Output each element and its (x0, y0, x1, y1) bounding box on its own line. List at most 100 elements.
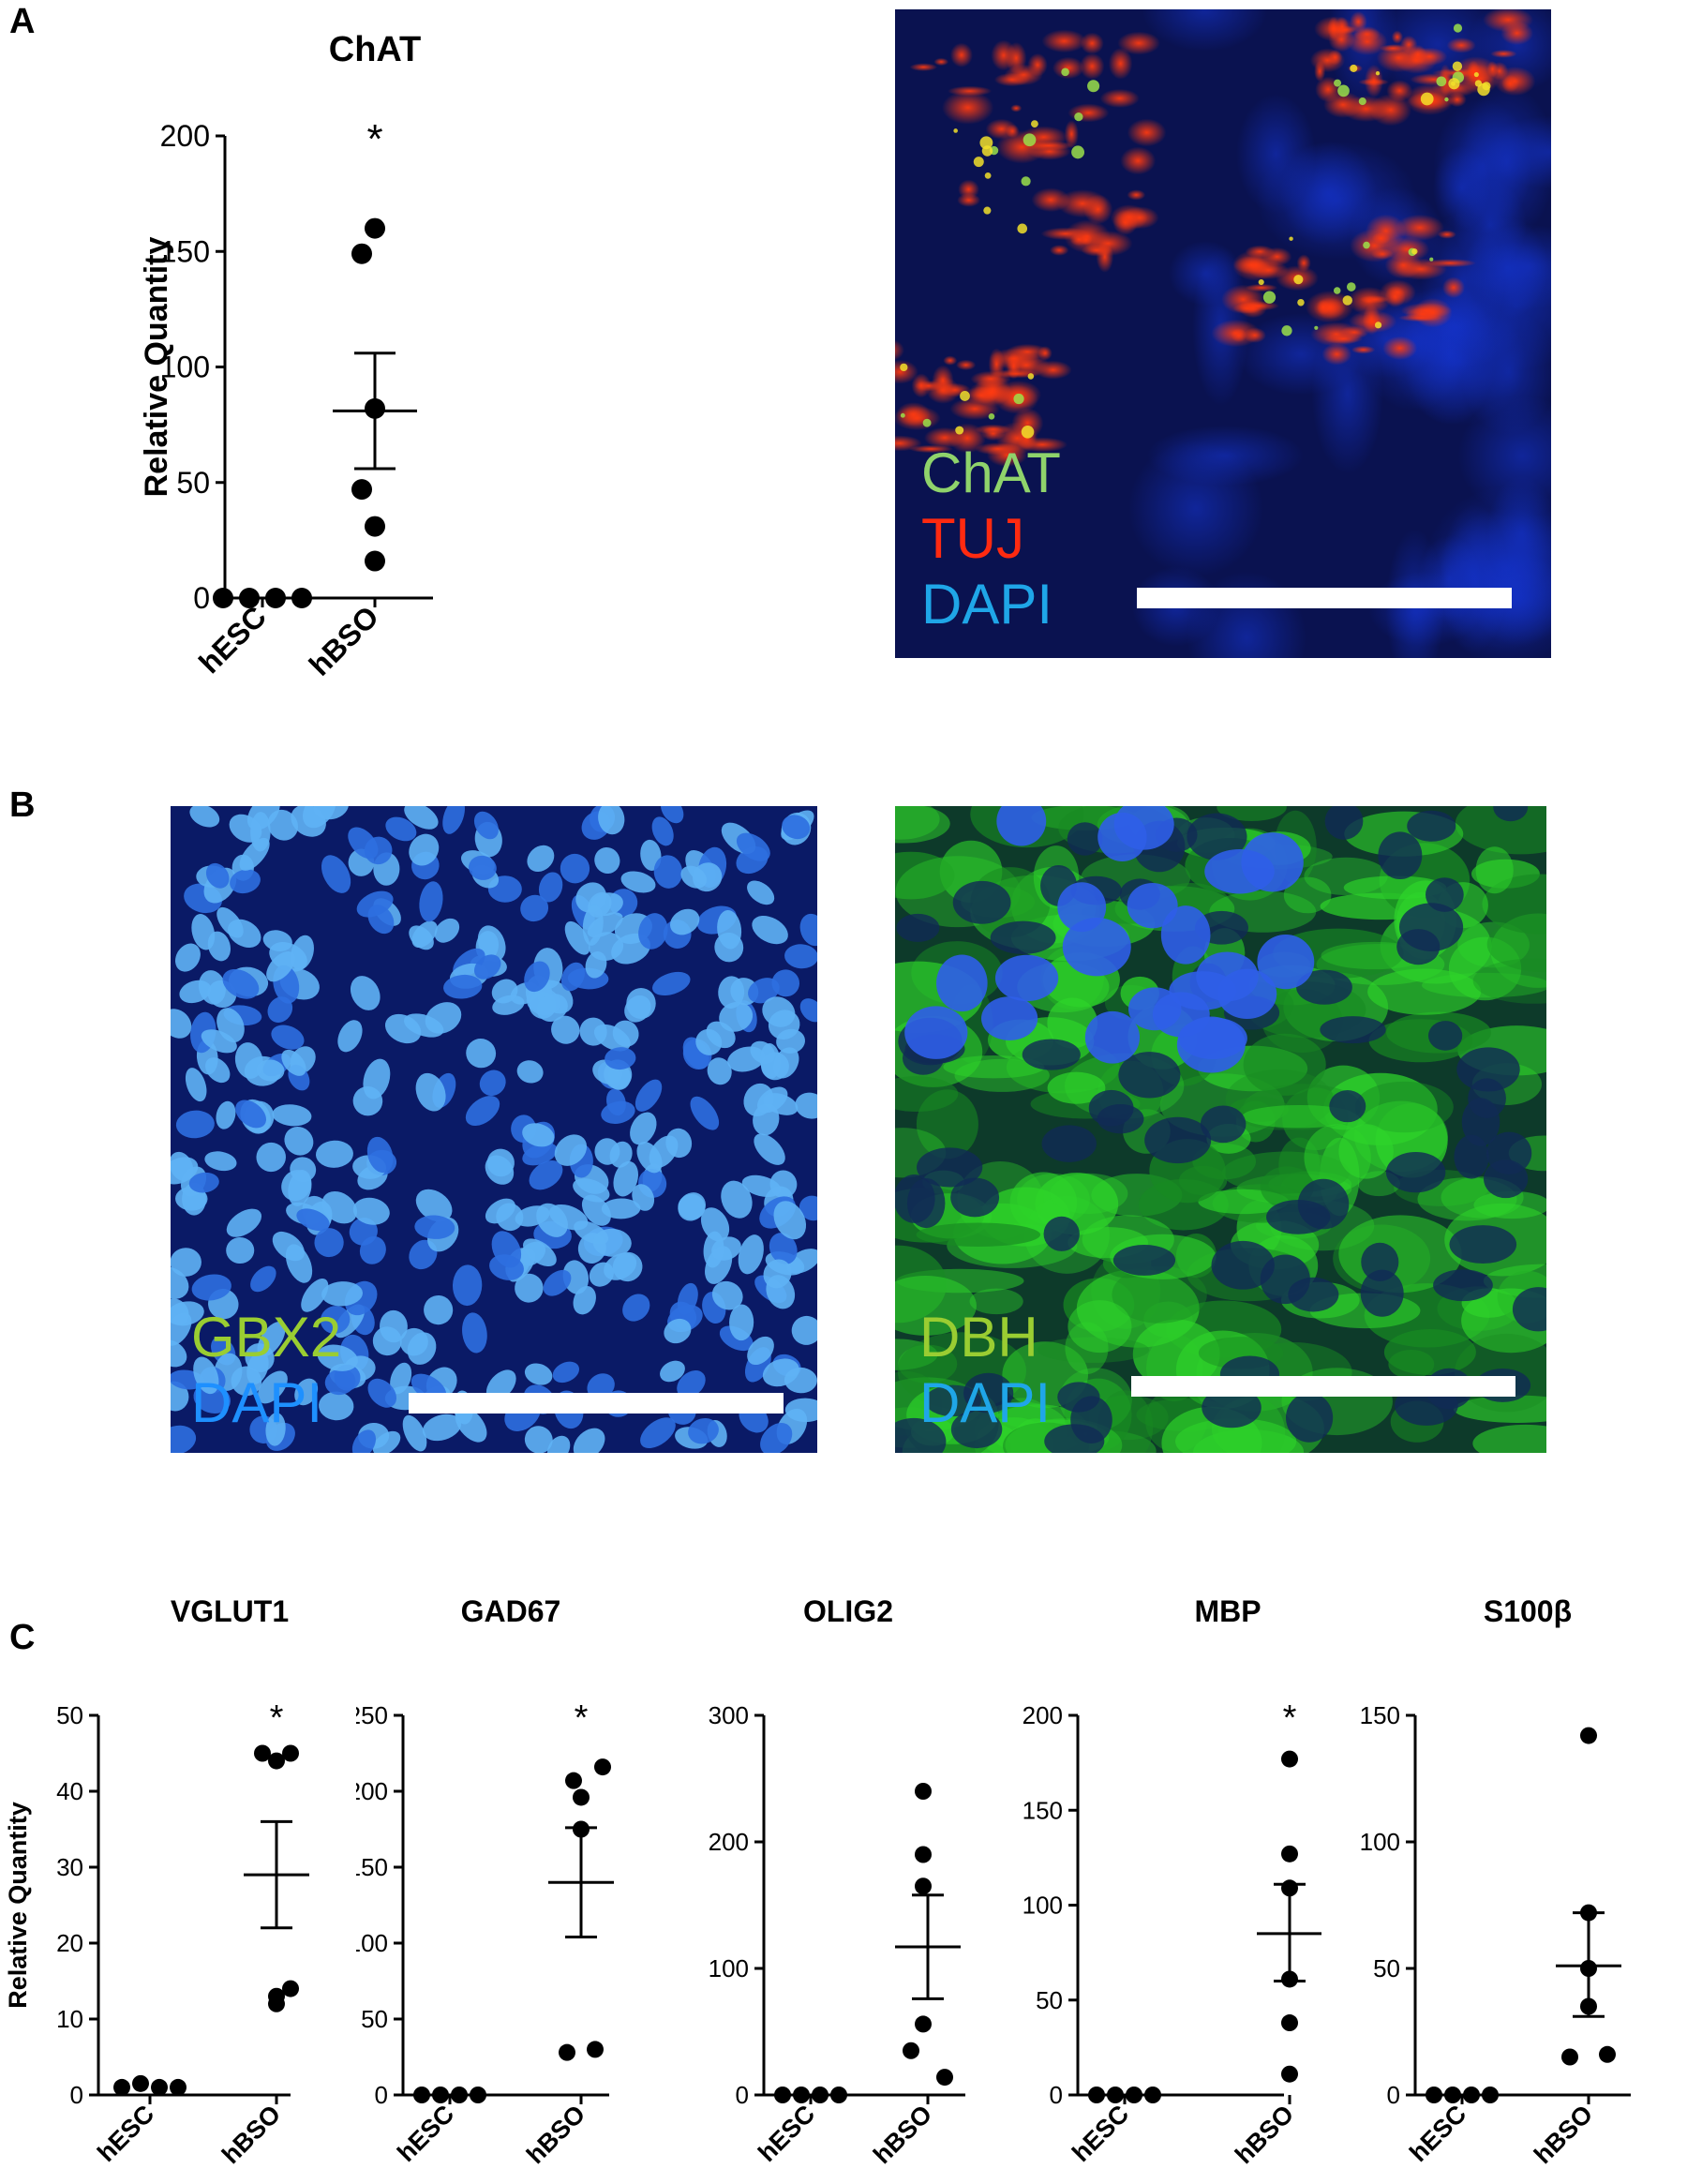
x-category-label: hESC (392, 2100, 459, 2167)
y-tick-label: 100 (356, 1929, 388, 1957)
data-point-hbso (1281, 2065, 1298, 2083)
y-tick-label: 50 (1036, 1986, 1063, 2014)
micro-dbh-label-dbh: DBH (919, 1306, 1038, 1369)
data-point-hesc (239, 588, 260, 608)
chart-s100b: S100β 0 50 100 150 hESC hBSO (1360, 1594, 1631, 2169)
micro-chat-label-dapi: DAPI (921, 573, 1053, 636)
data-point-hesc (132, 2074, 149, 2092)
y-tick-label: 0 (736, 2081, 749, 2109)
y-tick-label: 50 (56, 1701, 83, 1729)
data-point-hesc (413, 2087, 430, 2103)
chart-title: ChAT (329, 30, 422, 69)
data-point-hbso (903, 2042, 919, 2059)
micro-gbx2-label-dapi: DAPI (191, 1371, 323, 1434)
y-tick-label: 20 (56, 1929, 83, 1957)
x-category-label: hBSO (1230, 2100, 1299, 2169)
y-tick-label: 100 (1023, 1892, 1063, 1920)
data-point-hesc (812, 2087, 829, 2103)
micro-chat-label-tuj: TUJ (921, 507, 1024, 570)
y-tick-label: 150 (160, 234, 210, 268)
micro-gbx2-label-gbx2: GBX2 (191, 1306, 342, 1369)
y-tick-label: 0 (193, 581, 210, 615)
data-point-hesc (1482, 2087, 1499, 2103)
x-category-label: hESC (753, 2100, 820, 2167)
micrograph-gbx2: GBX2 DAPI (171, 806, 817, 1453)
y-tick-label: 0 (70, 2081, 83, 2109)
x-category-label: hBSO (868, 2100, 937, 2169)
scale-bar (1131, 1376, 1515, 1397)
data-point-hbso (1281, 2014, 1298, 2032)
y-axis-label: Relative Quantity (4, 1802, 32, 2009)
chart-title: S100β (1484, 1594, 1572, 1628)
y-tick-label: 100 (1360, 1828, 1400, 1856)
y-tick-label: 150 (1023, 1796, 1063, 1824)
x-category-label: hBSO (521, 2100, 590, 2169)
significance-star: * (575, 1698, 589, 1738)
data-point-hbso (594, 1758, 611, 1776)
chart-olig2: OLIG2 0 100 200 300 hESC hBSO (709, 1594, 965, 2169)
data-point-hbso (268, 1995, 285, 2012)
data-point-hbso (365, 217, 385, 239)
micrograph-chat-tuj: ChAT TUJ DAPI (895, 9, 1551, 658)
chart-vglut1: VGLUT1 Relative Quantity 0 10 20 30 40 50 hESC hB… (4, 1594, 309, 2169)
data-point-hesc (113, 2078, 130, 2096)
data-point-hbso (254, 1744, 271, 1762)
data-point-hbso (559, 2043, 575, 2061)
data-point-hesc (291, 588, 312, 608)
chart-title: GAD67 (461, 1594, 561, 1628)
data-point-hesc (1144, 2087, 1161, 2103)
x-category-label: hBSO (303, 599, 385, 681)
data-point-hbso (351, 479, 372, 501)
x-category-label: hESC (92, 2100, 159, 2167)
data-point-hbso (915, 1877, 932, 1895)
x-category-label: hESC (1404, 2100, 1471, 2167)
data-point-hbso (1599, 2045, 1616, 2063)
data-point-hesc (170, 2078, 187, 2096)
data-point-hbso (915, 1846, 932, 1863)
y-tick-label: 0 (375, 2081, 388, 2109)
panel-letter-a: A (9, 2, 36, 41)
data-point-hbso (1561, 2048, 1578, 2066)
y-tick-label: 100 (709, 1954, 749, 1982)
significance-star: * (270, 1698, 284, 1738)
micrograph-dbh-texture (895, 806, 1546, 1453)
x-category-label: hESC (1067, 2100, 1134, 2167)
y-tick-label: 150 (356, 1853, 388, 1881)
data-point-hbso (573, 1788, 590, 1806)
micro-dbh-label-dapi: DAPI (919, 1371, 1052, 1434)
scale-bar (1137, 588, 1512, 608)
data-point-hbso (936, 2069, 953, 2087)
y-tick-label: 100 (160, 351, 210, 384)
data-point-hesc (1126, 2087, 1142, 2103)
y-tick-label: 10 (56, 2005, 83, 2033)
data-point-hbso (1580, 1727, 1597, 1744)
data-point-hesc (1463, 2087, 1480, 2103)
data-point-hbso (282, 1980, 299, 1997)
y-tick-label: 0 (1387, 2081, 1400, 2109)
data-point-hbso (365, 516, 385, 537)
data-point-hbso (268, 1752, 285, 1770)
y-tick-label: 200 (709, 1828, 749, 1856)
x-category-label: hBSO (1529, 2100, 1598, 2169)
panel-letter-c: C (9, 1618, 36, 1657)
x-category-label: hBSO (216, 2100, 286, 2169)
data-point-hbso (565, 1772, 582, 1789)
y-tick-label: 50 (1373, 1954, 1400, 1982)
y-axis-label: Relative Quantity (139, 237, 174, 498)
significance-star: * (1283, 1698, 1297, 1738)
y-tick-label: 200 (356, 1777, 388, 1805)
data-point-hesc (470, 2087, 486, 2103)
data-point-hesc (213, 588, 233, 608)
chart-title: OLIG2 (803, 1594, 893, 1628)
y-tick-label: 40 (56, 1777, 83, 1805)
data-point-hesc (774, 2087, 791, 2103)
data-point-hbso (351, 243, 372, 264)
y-tick-label: 150 (1360, 1701, 1400, 1729)
data-point-hbso (915, 1783, 932, 1800)
y-tick-label: 200 (160, 119, 210, 153)
micrograph-gbx2-texture (171, 806, 817, 1453)
data-point-hesc (432, 2087, 449, 2103)
data-point-hbso (365, 550, 385, 572)
chart-title: VGLUT1 (171, 1594, 289, 1628)
